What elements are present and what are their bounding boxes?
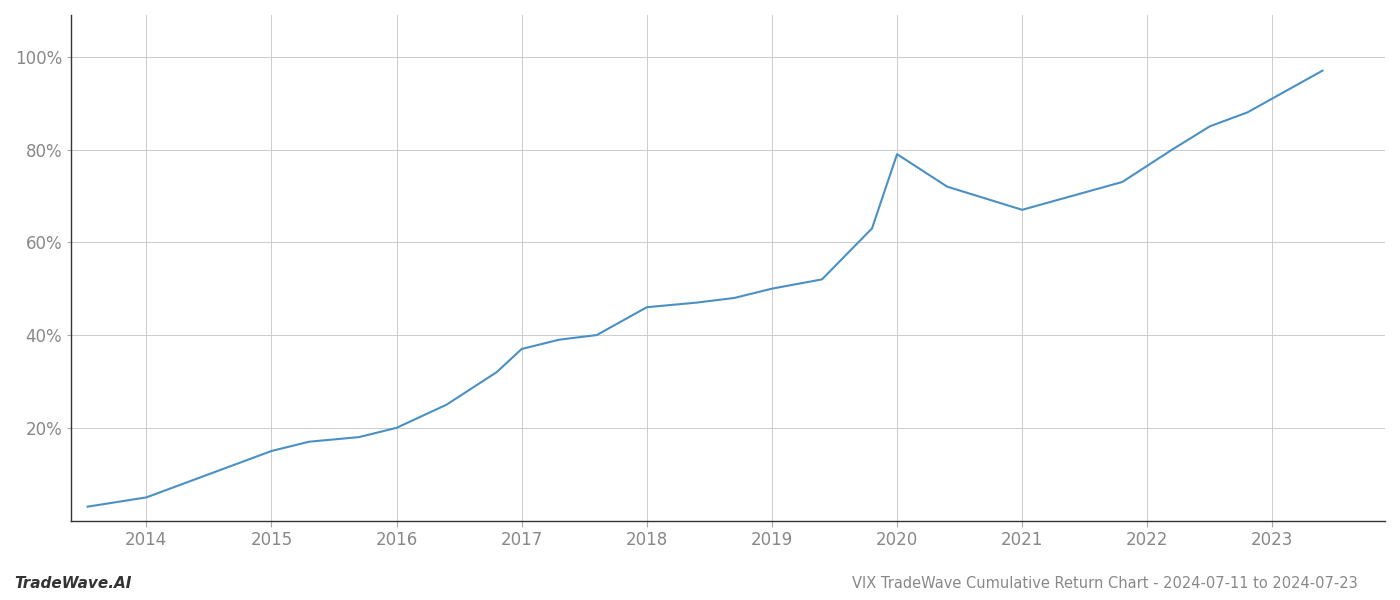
Text: TradeWave.AI: TradeWave.AI bbox=[14, 576, 132, 591]
Text: VIX TradeWave Cumulative Return Chart - 2024-07-11 to 2024-07-23: VIX TradeWave Cumulative Return Chart - … bbox=[853, 576, 1358, 591]
